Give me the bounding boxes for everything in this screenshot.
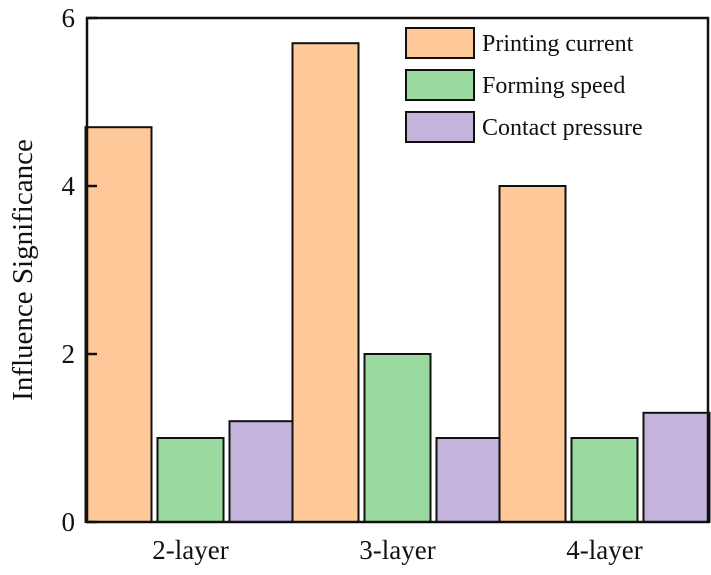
legend-label-printing-current: Printing current [482, 31, 634, 57]
y-axis-title: Influence Significance [7, 139, 39, 401]
bar-2-layer-contact-pressure [228, 420, 297, 524]
bars-layer [84, 42, 711, 524]
legend-label-contact-pressure: Contact pressure [482, 115, 643, 141]
bar-2-layer-forming-speed [156, 437, 225, 523]
bar-4-layer-contact-pressure [642, 411, 711, 523]
legend: Printing current Forming speed Contact pre… [405, 27, 643, 143]
bar-3-layer-forming-speed [363, 353, 432, 523]
bar-2-layer-printing-current [84, 126, 153, 523]
legend-swatch-contact-pressure [405, 111, 475, 143]
bar-4-layer-printing-current [498, 185, 567, 523]
x-tick-label-2-layer: 2-layer [152, 535, 228, 565]
y-axis: 0 2 4 6 [62, 3, 97, 537]
y-tick-label: 2 [62, 339, 76, 369]
legend-swatch-printing-current [405, 27, 475, 59]
y-tick-label: 0 [62, 507, 76, 537]
plot-frame [85, 16, 710, 524]
legend-swatch-forming-speed [405, 69, 475, 101]
x-tick-label-4-layer: 4-layer [566, 535, 642, 565]
legend-label-forming-speed: Forming speed [482, 73, 625, 99]
x-axis: 2-layer 3-layer 4-layer [152, 535, 642, 565]
y-tick-label: 6 [62, 3, 76, 33]
bar-4-layer-forming-speed [570, 437, 639, 523]
y-tick-label: 4 [62, 171, 76, 201]
bar-3-layer-printing-current [291, 42, 360, 523]
x-tick-label-3-layer: 3-layer [359, 535, 435, 565]
bar-3-layer-contact-pressure [435, 437, 504, 523]
